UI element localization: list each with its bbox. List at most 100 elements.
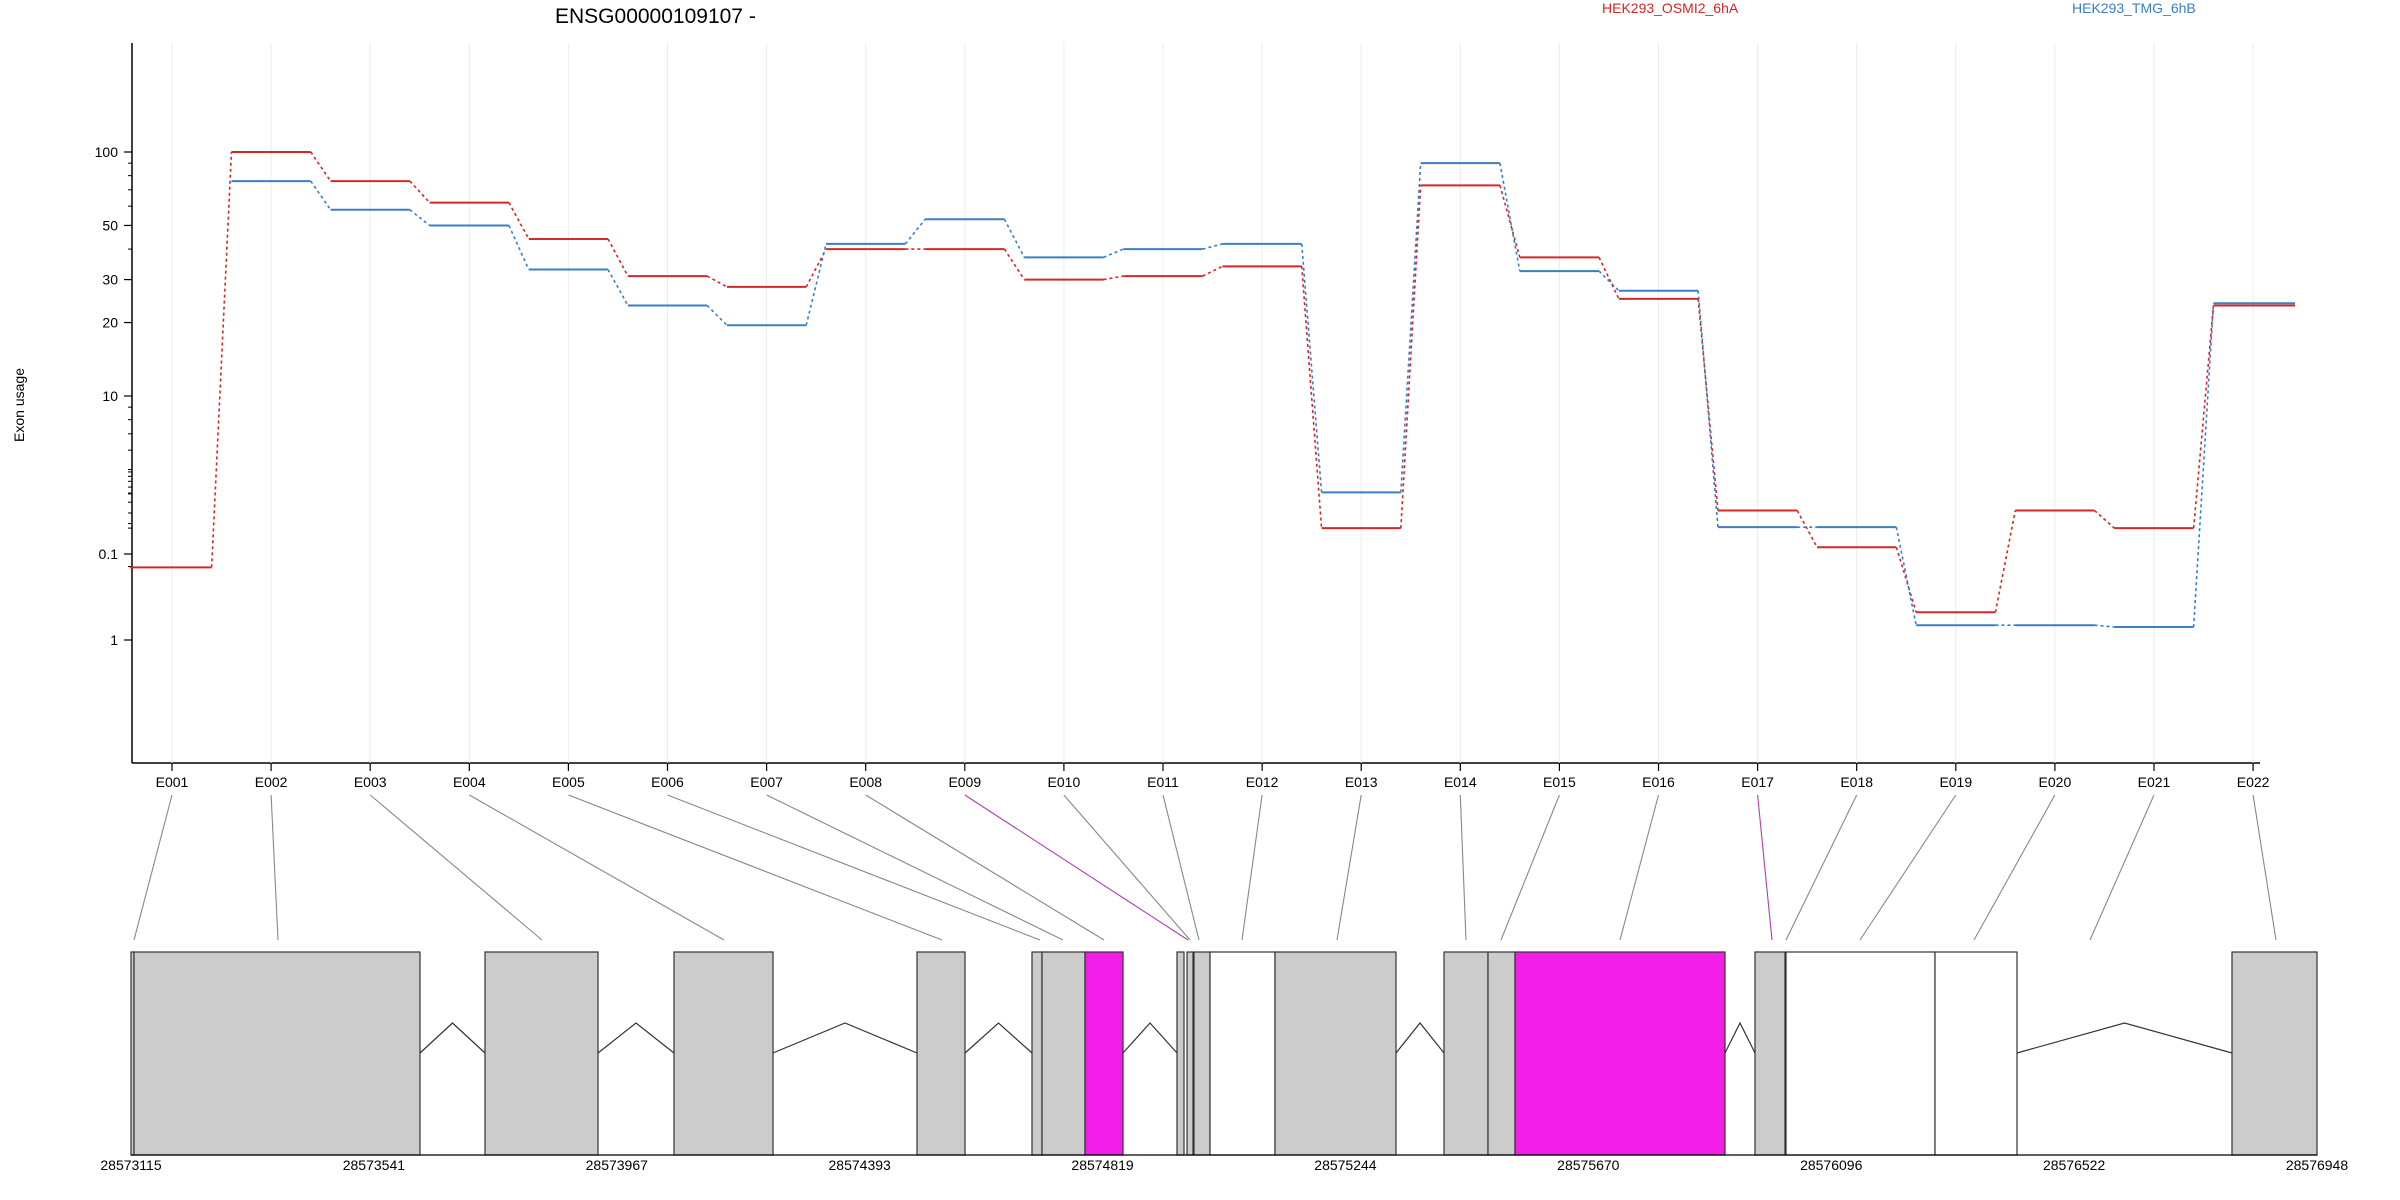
- chart-title: ENSG00000109107 -: [555, 5, 756, 28]
- connector-E020: [1973, 794, 2056, 941]
- connector-E007: [766, 794, 1064, 941]
- connector-E018: [1785, 794, 1858, 941]
- x-axis-ticks: E001 E002 E003 E004 E005 E006 E007 E008 E009 E010…: [156, 763, 2270, 790]
- exon-block: [2231, 951, 2318, 1156]
- x-tick-label: E007: [750, 774, 783, 790]
- series-transition: [1300, 266, 1323, 529]
- x-tick-label: E004: [453, 774, 486, 790]
- exon-block: [1934, 951, 2018, 1156]
- series-transition: [310, 151, 332, 182]
- exon-block: [1443, 951, 1489, 1156]
- x-tick-label: E019: [1939, 774, 1972, 790]
- series-transition: [706, 304, 728, 326]
- x-tick-label: E022: [2237, 774, 2270, 790]
- exon-block: [673, 951, 774, 1156]
- y-tick-label: 0.1: [99, 546, 119, 562]
- series-transition: [409, 180, 431, 204]
- vertical-gridlines: [171, 43, 2254, 763]
- connector-E014: [1459, 794, 1467, 941]
- x-tick-label: E002: [255, 774, 288, 790]
- series-transition: [706, 275, 728, 288]
- y-axis-label: Exon usage: [11, 368, 27, 442]
- series-transition: [1994, 510, 2017, 613]
- connector-E008: [865, 794, 1105, 941]
- exon-block: [1193, 951, 1211, 1156]
- gene-model: [130, 951, 2318, 1156]
- series-transition: [508, 202, 530, 240]
- series-transition: [1103, 275, 1124, 281]
- connector-E009: [964, 794, 1189, 941]
- series-transition: [1400, 185, 1422, 529]
- legend-series-1: HEK293_OSMI2_6hA: [1602, 0, 1739, 16]
- series-transition: [1003, 218, 1025, 258]
- connector-E015: [1500, 794, 1560, 941]
- connector-E004: [469, 794, 725, 941]
- y-tick-label: 1: [110, 632, 118, 648]
- x-tick-label: E016: [1642, 774, 1675, 790]
- connector-E010: [1063, 794, 1191, 941]
- series-transition: [1796, 510, 1818, 548]
- series-transition: [607, 238, 629, 277]
- series-transition: [1400, 163, 1422, 493]
- y-tick-label: 10: [102, 388, 118, 404]
- connector-E002: [270, 794, 279, 941]
- y-tick-label: 50: [102, 217, 118, 233]
- series-transition: [904, 218, 926, 245]
- series-transition: [1598, 270, 1620, 292]
- connector-E019: [1859, 794, 1957, 941]
- connector-E012: [1241, 794, 1263, 941]
- y-tick-label: 20: [102, 315, 118, 331]
- genomic-coordinate-label: 28574819: [1071, 1157, 1134, 1173]
- intron-line: [1724, 1021, 1756, 1054]
- exon-block: [1209, 951, 1276, 1156]
- x-tick-label: E021: [2138, 774, 2171, 790]
- genomic-coordinate-axis: 28573115 28573541 28573967 28574393 28574819…: [100, 1154, 2348, 1173]
- x-tick-label: E012: [1246, 774, 1279, 790]
- series-transition: [1499, 163, 1521, 272]
- series-transition: [2192, 303, 2215, 628]
- x-tick-label: E005: [552, 774, 585, 790]
- series-transition: [805, 243, 827, 326]
- connector-E017: [1757, 794, 1773, 941]
- genomic-coordinate-label: 28574393: [829, 1157, 892, 1173]
- genomic-coordinate-label: 28575244: [1314, 1157, 1377, 1173]
- intron-line: [597, 1022, 675, 1054]
- series-transition: [310, 180, 332, 211]
- exon-block: [133, 951, 421, 1156]
- connector-E013: [1336, 794, 1362, 941]
- x-tick-label: E010: [1048, 774, 1081, 790]
- legend-series-2: HEK293_TMG_6hB: [2072, 0, 2196, 16]
- x-tick-label: E013: [1345, 774, 1378, 790]
- x-tick-label: E011: [1147, 774, 1179, 790]
- connector-E006: [667, 794, 1041, 941]
- series-transition: [1003, 248, 1025, 281]
- x-tick-label: E018: [1840, 774, 1873, 790]
- series-transition: [1895, 527, 1917, 626]
- exon-block: [1785, 951, 1936, 1156]
- x-tick-label: E003: [354, 774, 387, 790]
- intron-line: [1122, 1022, 1178, 1054]
- series-transition: [2094, 509, 2115, 529]
- genomic-coordinate-label: 28576096: [1800, 1157, 1863, 1173]
- connector-E016: [1619, 794, 1660, 941]
- x-tick-label: E020: [2039, 774, 2072, 790]
- x-tick-label: E017: [1741, 774, 1774, 790]
- exon-block: [1041, 951, 1086, 1156]
- series-2: [231, 162, 2295, 629]
- intron-line: [1395, 1022, 1445, 1054]
- exon-block: [1031, 951, 1043, 1156]
- exon-block: [1487, 951, 1516, 1156]
- intron-line: [772, 1022, 918, 1054]
- genomic-coordinate-label: 28575670: [1557, 1157, 1620, 1173]
- x-tick-label: E009: [948, 774, 981, 790]
- series-transition: [2094, 624, 2115, 628]
- genomic-coordinate-label: 28573967: [586, 1157, 649, 1173]
- y-axis-ticks: 0.1 1 10 20 30 50 100: [95, 144, 132, 648]
- series-transition: [1499, 185, 1521, 258]
- connector-E021: [2089, 794, 2155, 941]
- exon-block: [1274, 951, 1397, 1156]
- series-transition: [805, 248, 827, 288]
- x-tick-label: E001: [156, 774, 189, 790]
- series-transition: [210, 151, 233, 568]
